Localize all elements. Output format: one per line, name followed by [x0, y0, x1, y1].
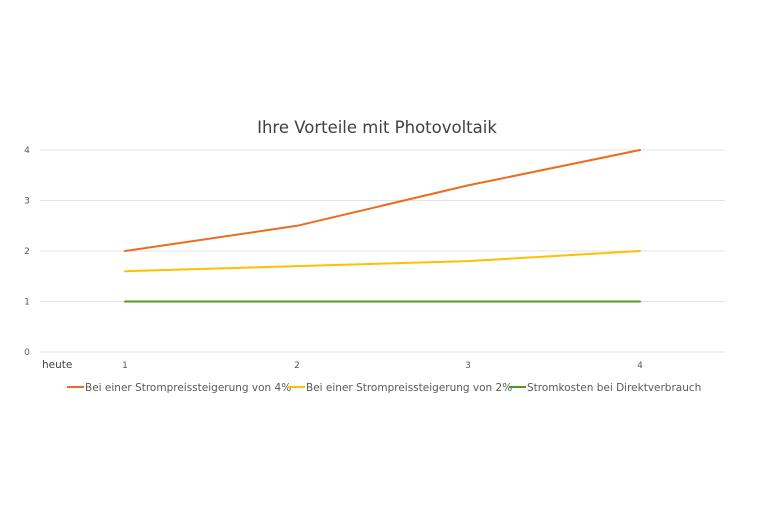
y-tick-label: 2: [24, 247, 30, 257]
y-tick-label: 1: [24, 298, 30, 308]
legend-item: Stromkosten bei Direktverbrauch: [509, 382, 701, 394]
series-line-1: [124, 149, 641, 252]
legend-item: Bei einer Strompreissteigerung von 2%: [288, 382, 512, 394]
legend-label: Bei einer Strompreissteigerung von 4%: [85, 382, 291, 394]
x-tick-label: 4: [637, 361, 643, 371]
y-tick-label: 0: [24, 348, 30, 358]
x-tick-label: 2: [294, 361, 300, 371]
legend-label: Stromkosten bei Direktverbrauch: [527, 382, 701, 394]
series-line-2: [124, 250, 641, 273]
x-axis-ticks: heute 1 2 3 4: [42, 359, 643, 371]
x-axis-first-label: heute: [42, 359, 72, 371]
x-tick-label: 3: [465, 361, 471, 371]
y-tick-label: 3: [24, 197, 30, 207]
legend-label: Bei einer Strompreissteigerung von 2%: [306, 382, 512, 394]
y-axis-ticks: 0 1 2 3 4: [24, 146, 30, 358]
x-tick-label: 1: [122, 361, 128, 371]
series-lines: [124, 149, 641, 303]
chart-title: Ihre Vorteile mit Photovoltaik: [257, 118, 497, 137]
legend-item: Bei einer Strompreissteigerung von 4%: [67, 382, 291, 394]
legend: Bei einer Strompreissteigerung von 4% Bei…: [67, 382, 701, 394]
y-tick-label: 4: [24, 146, 30, 156]
gridlines: [40, 149, 725, 353]
